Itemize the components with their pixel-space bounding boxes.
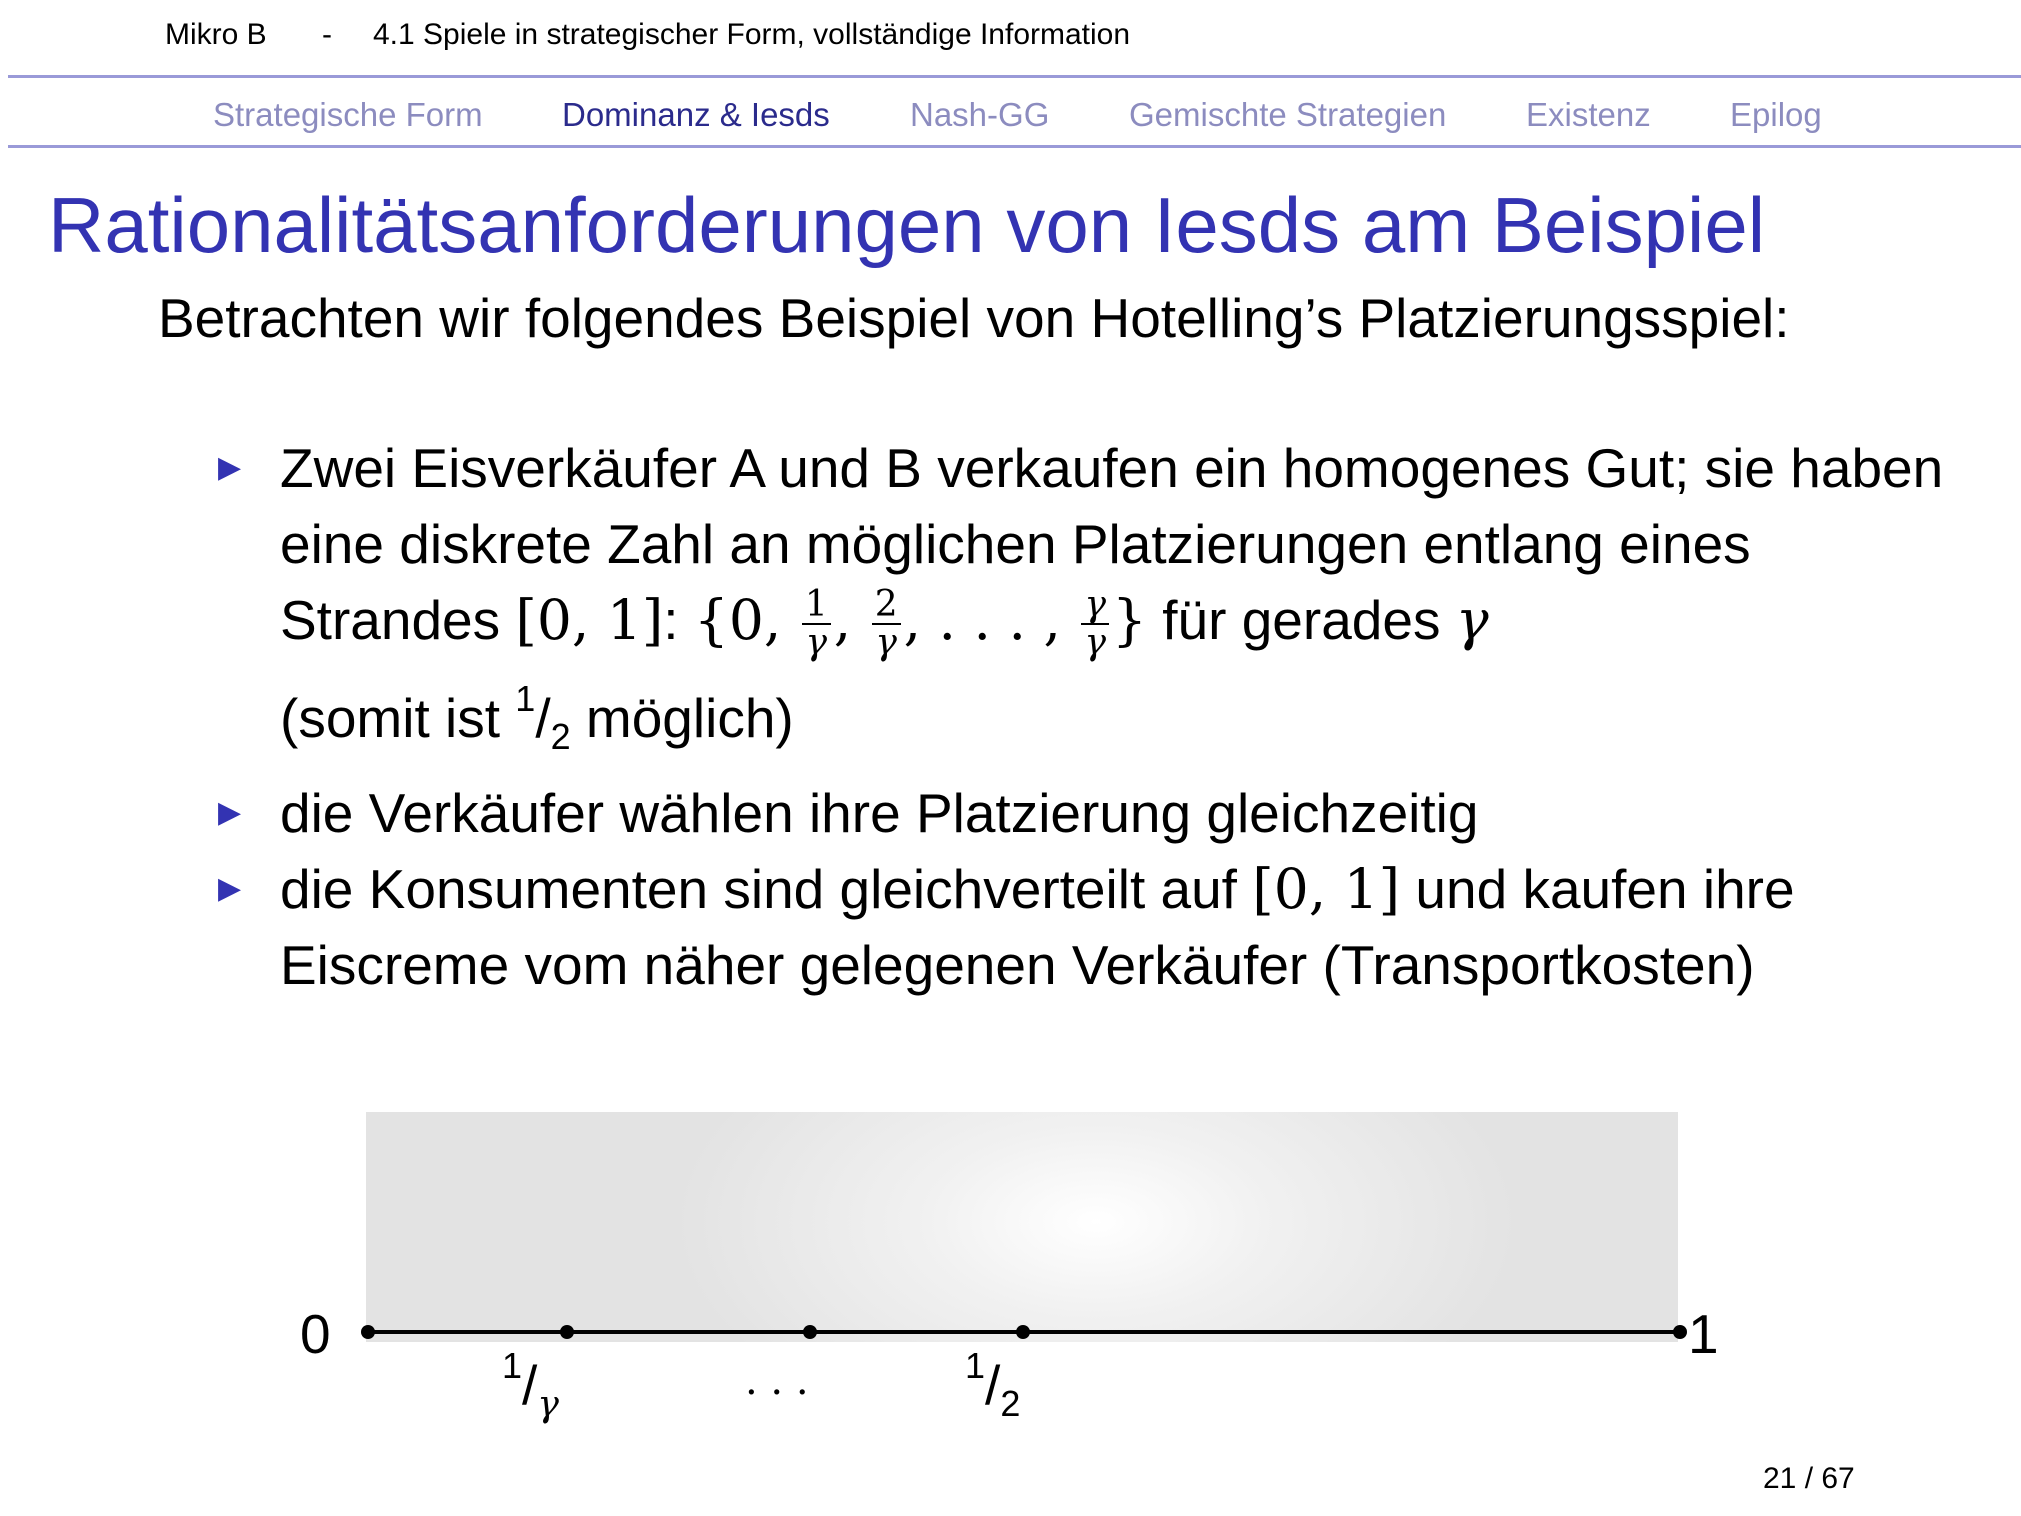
slide-title: Rationalitätsanforderungen von Iesds am … xyxy=(48,181,1766,269)
bullet-list: ▶ Zwei Eisverkäufer A und B verkaufen ei… xyxy=(218,430,1978,1003)
bullet-item: ▶ die Konsumenten sind gleichverteilt au… xyxy=(218,851,1978,1003)
bullet-text: Zwei Eisverkäufer A und B verkaufen ein … xyxy=(280,437,1944,651)
tick-numerator: 1 xyxy=(965,1345,986,1386)
half-denominator: 2 xyxy=(550,716,571,758)
label-zero: 0 xyxy=(300,1303,331,1365)
bullet-text: (somit ist xyxy=(280,687,516,750)
set-close: } xyxy=(1111,588,1147,652)
tab-epilog[interactable]: Epilog xyxy=(1730,96,1822,133)
nav-divider xyxy=(8,145,2021,148)
page-number: 21 / 67 xyxy=(1763,1462,1855,1495)
tab-dominanz-iesds[interactable]: Dominanz & Iesds xyxy=(562,96,830,133)
bullet-item: ▶ die Verkäufer wählen ihre Platzierung … xyxy=(218,775,1978,851)
header-divider xyxy=(8,75,2021,78)
half-numerator: 1 xyxy=(515,678,536,720)
bullet-text: die Konsumenten sind gleichverteilt auf xyxy=(280,858,1253,921)
tick-slash: / xyxy=(985,1354,1001,1416)
tab-existenz[interactable]: Existenz xyxy=(1526,96,1651,133)
gamma-symbol: γ xyxy=(1455,588,1489,652)
label-one-half: 1/2 xyxy=(965,1345,1020,1425)
label-dots: . . . xyxy=(745,1358,809,1404)
tick-slash: / xyxy=(522,1354,538,1416)
fraction-numerator: γ xyxy=(1081,587,1109,626)
section-title: 4.1 Spiele in strategischer Form, vollst… xyxy=(373,18,1131,51)
bullet-text: möglich) xyxy=(570,687,794,750)
tick-denominator: 2 xyxy=(1000,1383,1021,1424)
bullet-triangle-icon: ▶ xyxy=(218,872,242,906)
half-slash: / xyxy=(535,687,551,750)
beach-line-diagram xyxy=(361,1325,1687,1339)
tab-nash-gg[interactable]: Nash-GG xyxy=(910,96,1050,133)
bullet-text: die Verkäufer wählen ihre Platzierung gl… xyxy=(280,782,1479,845)
intro-text: Betrachten wir folgendes Beispiel von Ho… xyxy=(158,287,1790,349)
point-0 xyxy=(361,1325,375,1339)
bullet-item: ▶ Zwei Eisverkäufer A und B verkaufen ei… xyxy=(218,430,1978,775)
interval: [0, 1] xyxy=(515,588,664,652)
tab-strategische-form[interactable]: Strategische Form xyxy=(213,96,483,133)
comma: , xyxy=(833,588,869,652)
set-open: {0, xyxy=(693,588,799,652)
point-1 xyxy=(1673,1325,1687,1339)
label-one-over-gamma: 1/γ xyxy=(502,1345,559,1425)
label-one: 1 xyxy=(1688,1303,1719,1365)
tab-gemischte-strategien[interactable]: Gemischte Strategien xyxy=(1129,96,1447,133)
bullet-text: für gerades xyxy=(1146,589,1456,651)
fraction-denominator: γ xyxy=(805,622,828,664)
point-1-gamma xyxy=(560,1325,574,1339)
bullet-triangle-icon: ▶ xyxy=(218,796,242,830)
fraction-numerator: 2 xyxy=(871,587,901,626)
beach-figure: 0 1 1/γ . . . 1/2 xyxy=(280,1110,1740,1430)
tick-denominator: γ xyxy=(537,1384,559,1425)
header-separator: - xyxy=(322,18,332,51)
beach-background xyxy=(366,1112,1678,1342)
point-intermediate xyxy=(803,1325,817,1339)
fraction-denominator: γ xyxy=(1084,622,1106,664)
course-title: Mikro B xyxy=(165,18,267,51)
section-navigation: Strategische Form Dominanz & Iesds Nash-… xyxy=(0,96,2021,141)
point-half xyxy=(1016,1325,1030,1339)
colon: : xyxy=(663,589,694,651)
bullet-text: und kaufen ihre Eiscreme vom näher geleg… xyxy=(280,858,1795,997)
fraction-numerator: 1 xyxy=(801,587,831,626)
tick-numerator: 1 xyxy=(502,1345,523,1386)
interval: [0, 1] xyxy=(1252,857,1401,922)
slide-header: Mikro B - 4.1 Spiele in strategischer Fo… xyxy=(0,0,2021,76)
ellipsis: , . . . , xyxy=(903,588,1079,652)
fraction-denominator: γ xyxy=(875,622,897,664)
bullet-triangle-icon: ▶ xyxy=(218,451,242,484)
